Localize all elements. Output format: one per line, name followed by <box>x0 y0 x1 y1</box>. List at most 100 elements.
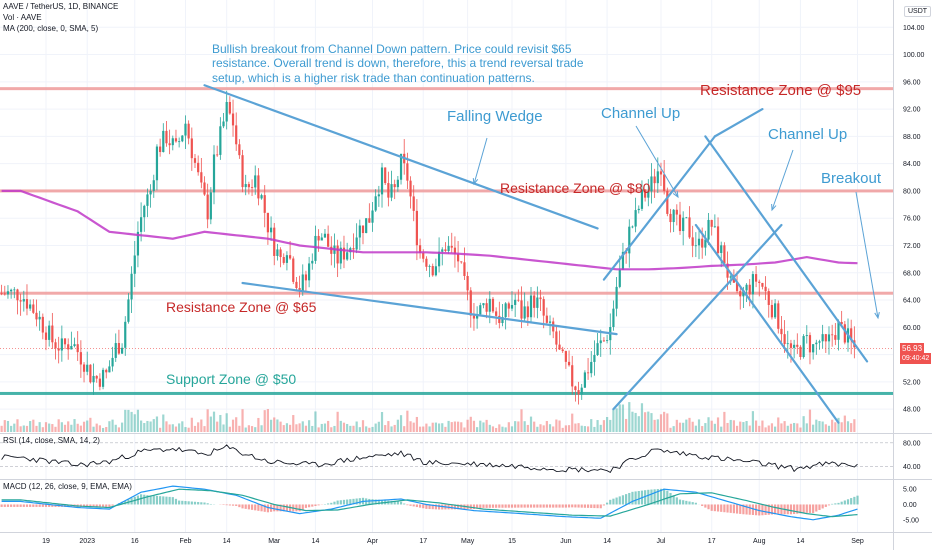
macd-histogram-bar <box>659 488 663 505</box>
volume-bar <box>710 420 713 432</box>
candle-body <box>212 154 216 193</box>
macd-histogram-bar <box>669 492 672 505</box>
candle-body <box>73 344 76 347</box>
volume-bar <box>678 422 682 432</box>
candle-body <box>799 346 802 358</box>
candle-body <box>342 247 346 260</box>
candle-body <box>729 276 732 278</box>
volume-bar <box>770 423 774 432</box>
macd-histogram-bar <box>200 502 203 505</box>
currency-badge[interactable]: USDT <box>904 6 932 17</box>
volume-bar <box>713 423 716 432</box>
macd-histogram-bar <box>498 504 501 508</box>
candle-body <box>514 299 517 305</box>
macd-histogram-bar <box>545 504 548 508</box>
macd-histogram-bar <box>615 497 618 505</box>
macd-histogram-bar <box>704 504 707 508</box>
volume-bar <box>548 424 552 432</box>
volume-bar <box>241 409 244 432</box>
time-tick-label: Feb <box>179 538 191 545</box>
volume-bar <box>79 425 82 432</box>
channel-up-arrow-2-head <box>771 203 777 212</box>
resistance-95-label: Resistance Zone @ $95 <box>700 82 862 99</box>
volume-bar <box>685 419 688 432</box>
macd-histogram-bar <box>349 499 352 505</box>
volume-bar <box>63 424 67 432</box>
macd-histogram-bar <box>346 499 349 505</box>
volume-bar <box>463 427 466 432</box>
volume-bar <box>238 425 241 432</box>
volume-bar <box>789 423 793 432</box>
macd-histogram-bar <box>729 504 732 513</box>
macd-histogram-bar <box>726 504 729 513</box>
macd-histogram-bar <box>457 504 460 510</box>
price-tick-label: 96.00 <box>903 79 921 86</box>
candle-body <box>476 314 479 319</box>
macd-histogram-bar <box>799 504 802 514</box>
falling-wedge-upper <box>203 84 599 230</box>
volume-bar <box>450 422 453 432</box>
macd-histogram-bar <box>732 504 735 514</box>
candle-body <box>501 317 504 324</box>
volume-bar <box>38 422 41 432</box>
analysis-note: Bullish breakout from Channel Down patte… <box>212 42 584 85</box>
candle-body <box>555 331 558 345</box>
macd-histogram-bar <box>193 501 197 505</box>
macd-histogram-bar <box>393 501 396 505</box>
volume-bar <box>254 427 257 432</box>
macd-histogram-bar <box>276 504 279 512</box>
macd-histogram-bar <box>491 504 495 508</box>
volume-bar <box>320 423 323 432</box>
macd-histogram-bar <box>168 496 171 505</box>
macd-histogram-bar <box>231 504 235 506</box>
candle-body <box>694 245 697 247</box>
macd-histogram-bar <box>476 504 479 509</box>
channel-up-arrow-1 <box>635 125 679 198</box>
candle-body <box>577 390 580 395</box>
macd-histogram-bar <box>235 504 238 506</box>
candle-body <box>723 245 726 264</box>
candle-body <box>200 172 203 183</box>
volume-bar <box>479 420 482 432</box>
candle-body <box>441 249 444 252</box>
volume-bar <box>447 420 450 432</box>
candle-body <box>571 365 574 387</box>
volume-bar <box>472 420 476 432</box>
volume-bar <box>602 420 606 432</box>
macd-histogram-bar <box>98 504 101 507</box>
volume-bar <box>339 420 342 432</box>
volume-bar <box>57 419 60 432</box>
volume-bar <box>720 426 723 432</box>
volume-bar <box>390 426 393 432</box>
volume-bar <box>761 420 764 432</box>
volume-bar <box>437 423 441 432</box>
macd-histogram-bar <box>691 502 694 505</box>
resistance-65-label: Resistance Zone @ $65 <box>166 299 317 315</box>
candle-body <box>146 194 149 206</box>
candle-body <box>583 372 586 388</box>
volume-bar <box>764 427 767 432</box>
macd-histogram-bar <box>273 504 276 512</box>
volume-bar <box>834 422 837 432</box>
macd-histogram-bar <box>140 494 143 505</box>
price-tick-label: 104.00 <box>903 25 925 32</box>
time-tick-label: May <box>461 538 475 545</box>
volume-bar <box>520 409 523 432</box>
volume-bar <box>786 425 789 432</box>
candle-body <box>628 226 631 254</box>
volume-bar <box>536 426 539 432</box>
macd-histogram-bar <box>339 500 342 505</box>
volume-bar <box>355 421 358 432</box>
candle-body <box>542 299 545 316</box>
candle-body <box>428 266 431 267</box>
candle-body <box>634 210 637 227</box>
macd-histogram-bar <box>105 504 108 507</box>
macd-histogram-bar <box>650 489 653 505</box>
volume-bar <box>86 420 89 432</box>
macd-histogram-bar <box>770 504 774 515</box>
candle-body <box>691 237 694 246</box>
candle-body <box>647 191 650 198</box>
macd-histogram-bar <box>434 504 438 510</box>
macd-histogram-bar <box>197 502 200 505</box>
